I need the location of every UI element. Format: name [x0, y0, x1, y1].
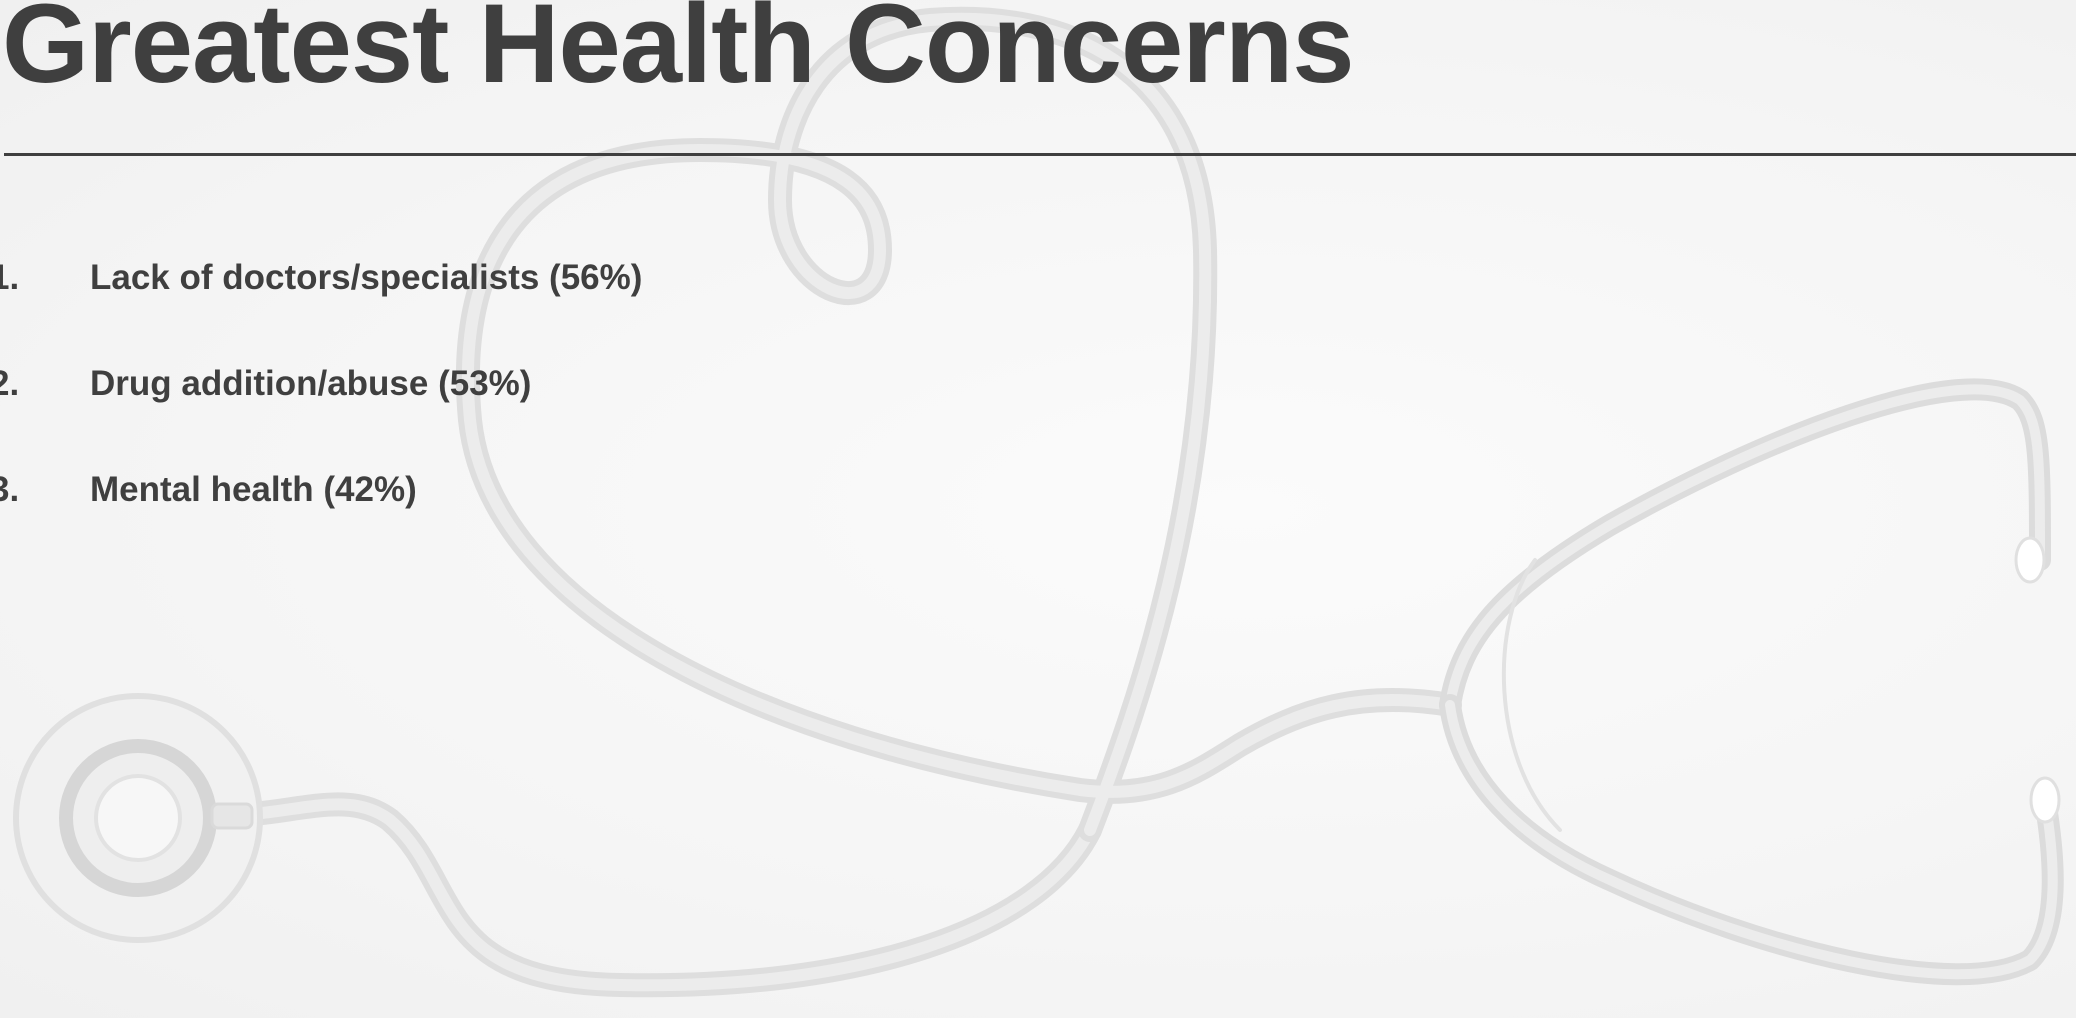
list-item: 2. Drug addition/abuse (53%)	[0, 364, 642, 470]
list-item-number: 3.	[0, 470, 20, 509]
list-item-number: 2.	[0, 364, 20, 403]
list-item-number: 1.	[0, 258, 20, 297]
slide-title: Greatest Health Concerns	[2, 0, 1355, 106]
list-item: 1. Lack of doctors/specialists (56%)	[0, 258, 642, 364]
list-item: 3. Mental health (42%)	[0, 470, 642, 576]
title-divider	[4, 153, 2076, 156]
list-item-text: Drug addition/abuse (53%)	[90, 364, 532, 403]
concerns-list: 1. Lack of doctors/specialists (56%) 2. …	[0, 258, 642, 576]
list-item-text: Mental health (42%)	[90, 470, 417, 509]
list-item-text: Lack of doctors/specialists (56%)	[90, 258, 643, 297]
